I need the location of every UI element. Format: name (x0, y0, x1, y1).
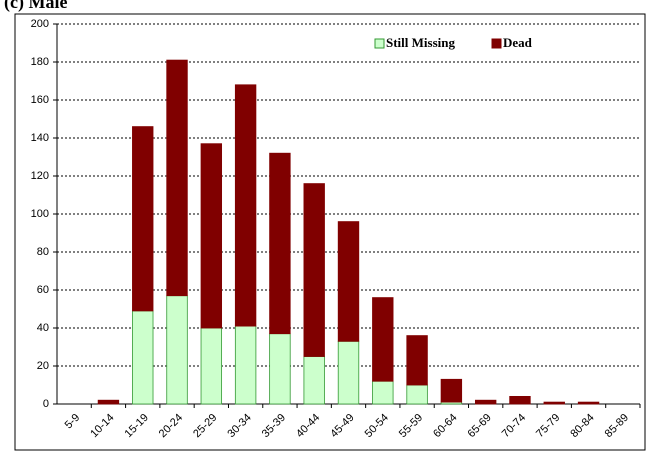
y-tick-label: 20 (37, 360, 49, 372)
bar-segment (166, 59, 188, 297)
bar-segment (543, 401, 565, 405)
y-tick-label: 120 (31, 170, 49, 182)
legend-label: Dead (503, 35, 533, 50)
chart-title: (c) Male (4, 0, 67, 13)
y-tick-label: 180 (31, 56, 49, 68)
chart-frame (14, 13, 646, 451)
bar-segment (166, 295, 188, 405)
bar-segment (372, 297, 394, 382)
bar-segment (269, 333, 291, 405)
y-tick-label: 0 (43, 398, 49, 410)
bar-segment (234, 325, 257, 405)
y-tick-label: 160 (31, 94, 49, 106)
bar-segment (577, 401, 600, 405)
bar-segment (132, 310, 154, 405)
bar-segment (474, 399, 497, 405)
bar-segment (337, 221, 360, 342)
y-tick-label: 80 (37, 246, 49, 258)
y-tick-label: 100 (31, 208, 49, 220)
bar-segment (132, 126, 154, 312)
bar-segment (337, 340, 360, 405)
bar-segment (372, 380, 394, 405)
y-tick-label: 60 (37, 284, 49, 296)
bar-segment (200, 327, 223, 405)
legend-swatch (374, 38, 385, 49)
y-tick-label: 140 (31, 132, 49, 144)
legend-label: Still Missing (386, 35, 455, 50)
legend-swatch (491, 38, 502, 49)
bar-segment (234, 84, 257, 327)
bar-segment (303, 183, 325, 357)
bar-segment (440, 378, 463, 403)
bar-segment (97, 399, 120, 405)
y-tick-label: 200 (31, 18, 49, 30)
bar-segment (303, 356, 325, 405)
bar-segment (406, 335, 428, 386)
bar-segment (200, 143, 223, 329)
bar-segment (269, 152, 291, 335)
bar-segment (509, 395, 531, 405)
bar-segment (406, 384, 428, 405)
y-tick-label: 40 (37, 322, 49, 334)
